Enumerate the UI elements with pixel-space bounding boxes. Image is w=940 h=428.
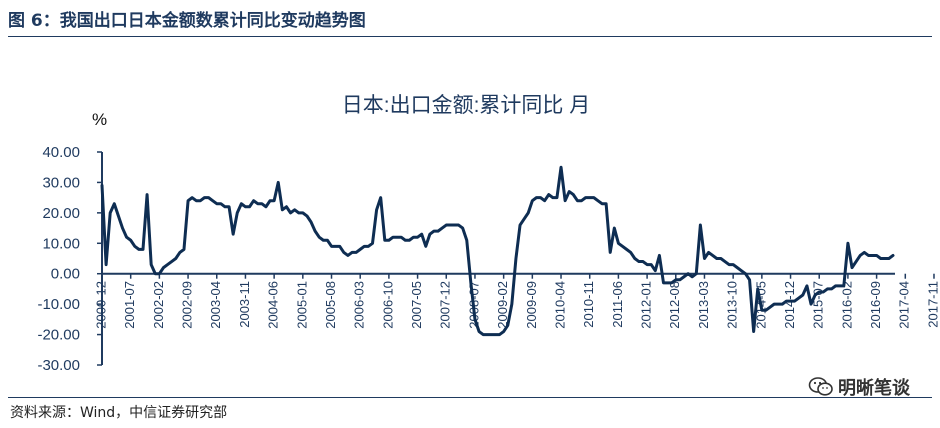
- title-divider: [8, 36, 932, 37]
- figure-title: 图 6：我国出口日本金额数累计同比变动趋势图: [8, 11, 366, 31]
- y-tick-label: 30.00: [42, 174, 80, 191]
- y-axis: 40.00 30.00 20.00 10.00 0.00 -10.00 -20.00 -30.…: [37, 144, 103, 374]
- watermark-text: 明晰笔谈: [838, 378, 910, 399]
- x-tick-label: 2014-12: [782, 281, 797, 329]
- x-tick-label: 2013-03: [696, 281, 711, 329]
- x-tick-label: 2010-04: [552, 281, 567, 329]
- x-tick-label: 2009-09: [524, 281, 539, 329]
- x-tick-label: 2006-03: [352, 281, 367, 329]
- x-tick-label: 2002-02: [151, 281, 166, 329]
- x-tick-label: 2003-11: [237, 281, 252, 328]
- y-axis-unit: %: [92, 110, 107, 129]
- watermark: 明晰笔谈: [808, 374, 910, 400]
- y-tick-label: 40.00: [42, 144, 80, 161]
- x-tick-label: 2007-12: [438, 281, 453, 329]
- x-tick-label: 2001-07: [122, 281, 137, 329]
- x-tick-label: 2002-09: [180, 281, 195, 329]
- x-tick-label: 2005-01: [294, 281, 309, 329]
- x-tick-label: 2004-06: [266, 281, 281, 329]
- y-tick-label: -30.00: [37, 357, 80, 374]
- x-tick-label: 2012-08: [667, 281, 682, 329]
- wechat-icon: [808, 377, 833, 396]
- source-note: 资料来源：Wind，中信证券研究部: [10, 405, 228, 421]
- x-tick-label: 2012-01: [639, 281, 654, 329]
- x-tick-label: 2007-05: [409, 281, 424, 329]
- x-tick-label: 2013-10: [725, 281, 740, 329]
- x-tick-label: 2011-06: [610, 281, 625, 328]
- y-tick-label: 20.00: [42, 205, 80, 222]
- x-tick-label: 2005-08: [323, 281, 338, 329]
- x-tick-label: 2016-09: [868, 281, 883, 329]
- x-tick-label: 2017-11: [925, 281, 940, 328]
- y-tick-label: 0.00: [51, 266, 80, 283]
- source-divider: [8, 397, 932, 398]
- x-tick-label: 2016-02: [839, 281, 854, 329]
- y-tick-label: -20.00: [37, 327, 80, 344]
- x-tick-label: 2010-11: [581, 281, 596, 328]
- chart-title: 日本:出口金额:累计同比 月: [342, 94, 591, 117]
- x-tick-label: 2006-10: [380, 281, 395, 329]
- x-tick-label: 2003-04: [208, 281, 223, 329]
- series-line: [100, 165, 895, 337]
- x-tick-label: 2017-04: [897, 281, 912, 329]
- x-tick-label: 2015-07: [811, 281, 826, 329]
- x-tick-label: 2009-02: [495, 281, 510, 329]
- y-tick-label: 10.00: [42, 235, 80, 252]
- y-tick-label: -10.00: [37, 296, 80, 313]
- x-tick-label: 2000-12: [93, 281, 108, 329]
